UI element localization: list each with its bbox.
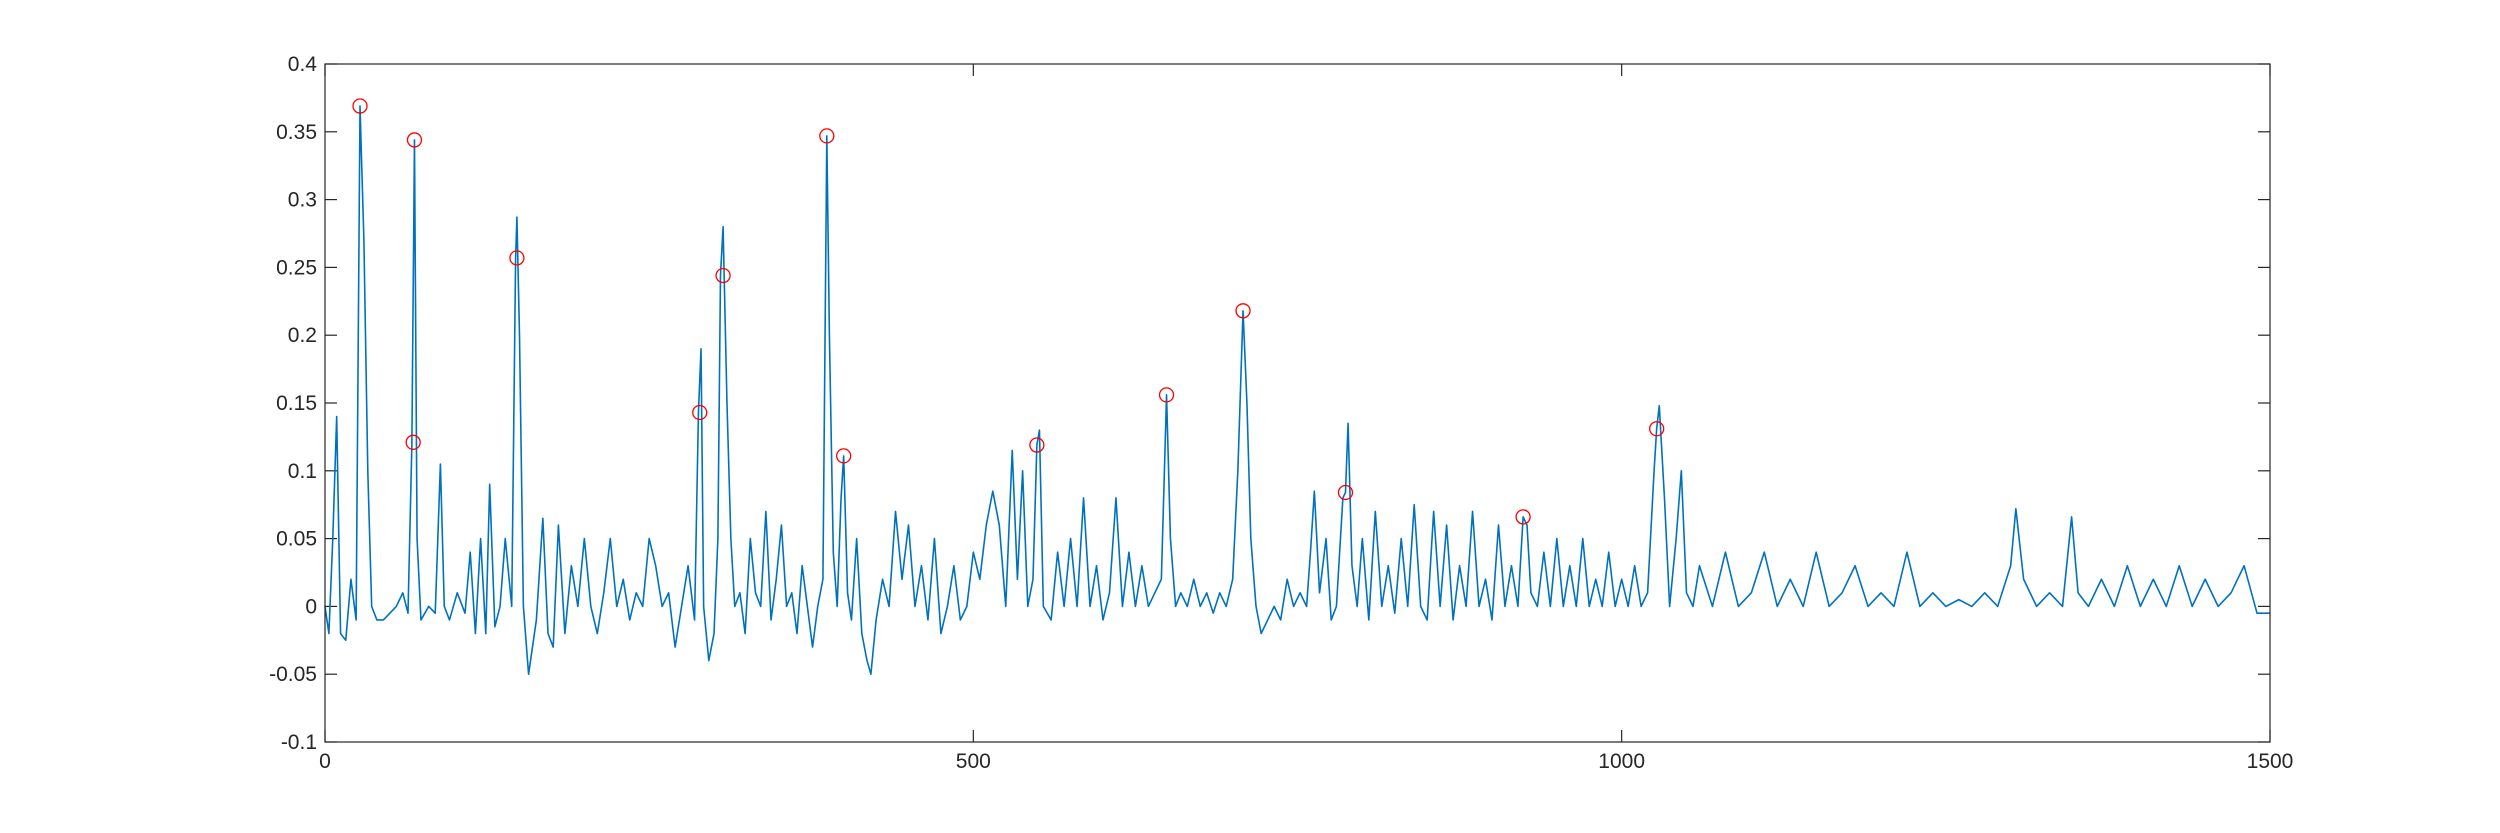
peak-marker [715, 267, 731, 284]
peak-marker [352, 98, 368, 114]
y-tick-label: -0.1 [281, 731, 317, 754]
peak-marker [1235, 303, 1251, 319]
axes-box [324, 63, 2271, 743]
peak-marker [1515, 509, 1531, 525]
y-tick-label: 0.3 [288, 189, 317, 212]
y-tick-label: 0.15 [276, 392, 317, 415]
y-tick-label: 0.25 [276, 256, 317, 279]
y-tick-label: 0.4 [288, 53, 318, 76]
y-tick-label: 0.35 [276, 121, 317, 144]
peak-marker [1158, 387, 1175, 403]
y-tick-label: 0.05 [276, 528, 317, 551]
peak-marker [1029, 437, 1045, 453]
peak-marker [405, 434, 421, 450]
peak-marker [1337, 484, 1354, 501]
y-tick-label: -0.05 [269, 663, 317, 686]
plot-area [325, 64, 2270, 742]
x-tick-label: 500 [956, 750, 991, 773]
x-tick-label: 0 [319, 750, 331, 773]
peak-marker [1649, 421, 1665, 437]
y-tick-label: 0 [305, 595, 317, 618]
signal-line [324, 105, 2270, 675]
peak-marker [819, 128, 835, 144]
peak-marker [692, 404, 708, 421]
peak-marker [836, 448, 852, 464]
x-tick-label: 1000 [1598, 750, 1645, 773]
x-tick-label: 1500 [2247, 750, 2294, 773]
peak-marker [406, 132, 423, 148]
peak-marker [509, 250, 525, 266]
y-tick-label: 0.1 [288, 460, 317, 483]
y-tick-label: 0.2 [288, 324, 317, 347]
